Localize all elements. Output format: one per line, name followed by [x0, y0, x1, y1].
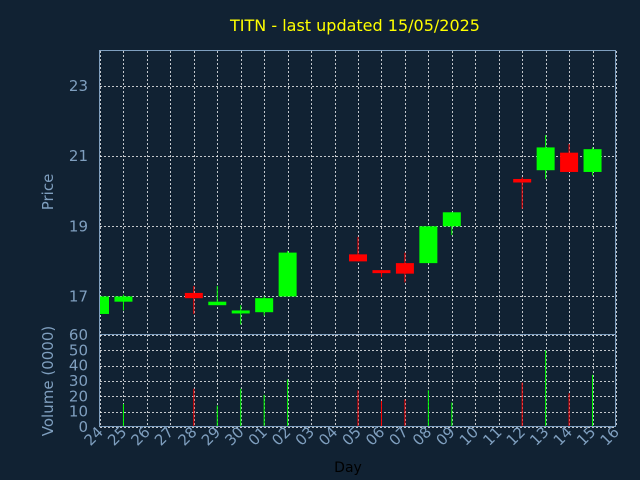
candle-25 [114, 294, 133, 311]
candle-05 [349, 236, 367, 262]
candle-30 [231, 305, 250, 325]
candle-29 [208, 285, 227, 306]
volume-panel-frame [99, 334, 616, 427]
chart-title: TITN - last updated 15/05/2025 [229, 16, 480, 35]
candle-body [208, 301, 227, 306]
candle-body [349, 254, 367, 262]
candle-body [583, 149, 602, 172]
candle-28 [184, 285, 203, 314]
candle-body [513, 178, 532, 183]
candle-02 [278, 250, 297, 297]
candle-06 [372, 270, 391, 278]
candles [99, 135, 602, 325]
volume-tick-label: 0 [78, 418, 88, 436]
candle-body [560, 152, 579, 172]
price-tick-label: 19 [69, 217, 88, 235]
candle-body [278, 252, 297, 297]
price-axis-ticks: 17 19 21 23 [69, 77, 88, 305]
candle-13 [536, 135, 555, 179]
price-tick-label: 23 [69, 77, 88, 95]
candle-body [372, 270, 391, 274]
candle-body [184, 292, 203, 299]
x-tick-label: 10 [456, 423, 482, 449]
candle-12 [513, 177, 532, 209]
price-tick-label: 17 [69, 287, 88, 305]
volume-tick-label: 60 [69, 326, 88, 344]
candle-body [419, 226, 438, 264]
candle-24 [99, 296, 109, 314]
volume-axis-label: Volume (0000) [39, 326, 57, 436]
x-tick-label: 25 [104, 423, 130, 449]
candle-body [442, 212, 461, 227]
candle-14 [560, 143, 579, 172]
volume-bars [122, 350, 594, 427]
price-tick-label: 21 [69, 147, 88, 165]
candle-01 [255, 296, 274, 316]
volume-tick-label: 10 [69, 403, 88, 421]
x-axis-label: Day [334, 460, 362, 476]
candle-body [536, 147, 555, 171]
candle-body [100, 296, 109, 314]
candle-body [114, 296, 133, 302]
candle-body [395, 263, 414, 274]
candle-15 [583, 147, 602, 176]
candle-body [255, 298, 274, 313]
candle-08 [419, 226, 438, 264]
price-panel-frame [99, 50, 616, 335]
candle-07 [395, 252, 414, 283]
volume-tick-label: 50 [69, 341, 88, 359]
volume-tick-label: 30 [69, 372, 88, 390]
volume-tick-label: 20 [69, 387, 88, 405]
volume-tick-label: 40 [69, 357, 88, 375]
price-axis-label: Price [39, 174, 57, 211]
x-axis-ticks: 2425262728293001020304050607080910111213… [81, 423, 623, 449]
candle-09 [442, 212, 461, 236]
candle-body [231, 310, 250, 314]
